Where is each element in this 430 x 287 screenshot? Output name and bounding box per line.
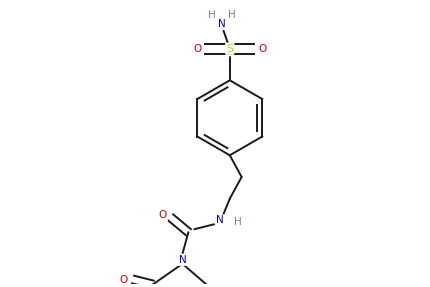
Text: O: O bbox=[193, 44, 201, 54]
Text: H: H bbox=[233, 217, 241, 227]
Text: O: O bbox=[258, 44, 266, 54]
Text: N: N bbox=[218, 19, 225, 29]
Text: N: N bbox=[178, 255, 186, 265]
Text: H: H bbox=[227, 10, 235, 20]
Text: H: H bbox=[208, 10, 215, 20]
Text: O: O bbox=[119, 275, 127, 284]
Text: O: O bbox=[158, 210, 166, 220]
Text: S: S bbox=[226, 44, 233, 54]
Text: N: N bbox=[215, 215, 223, 225]
